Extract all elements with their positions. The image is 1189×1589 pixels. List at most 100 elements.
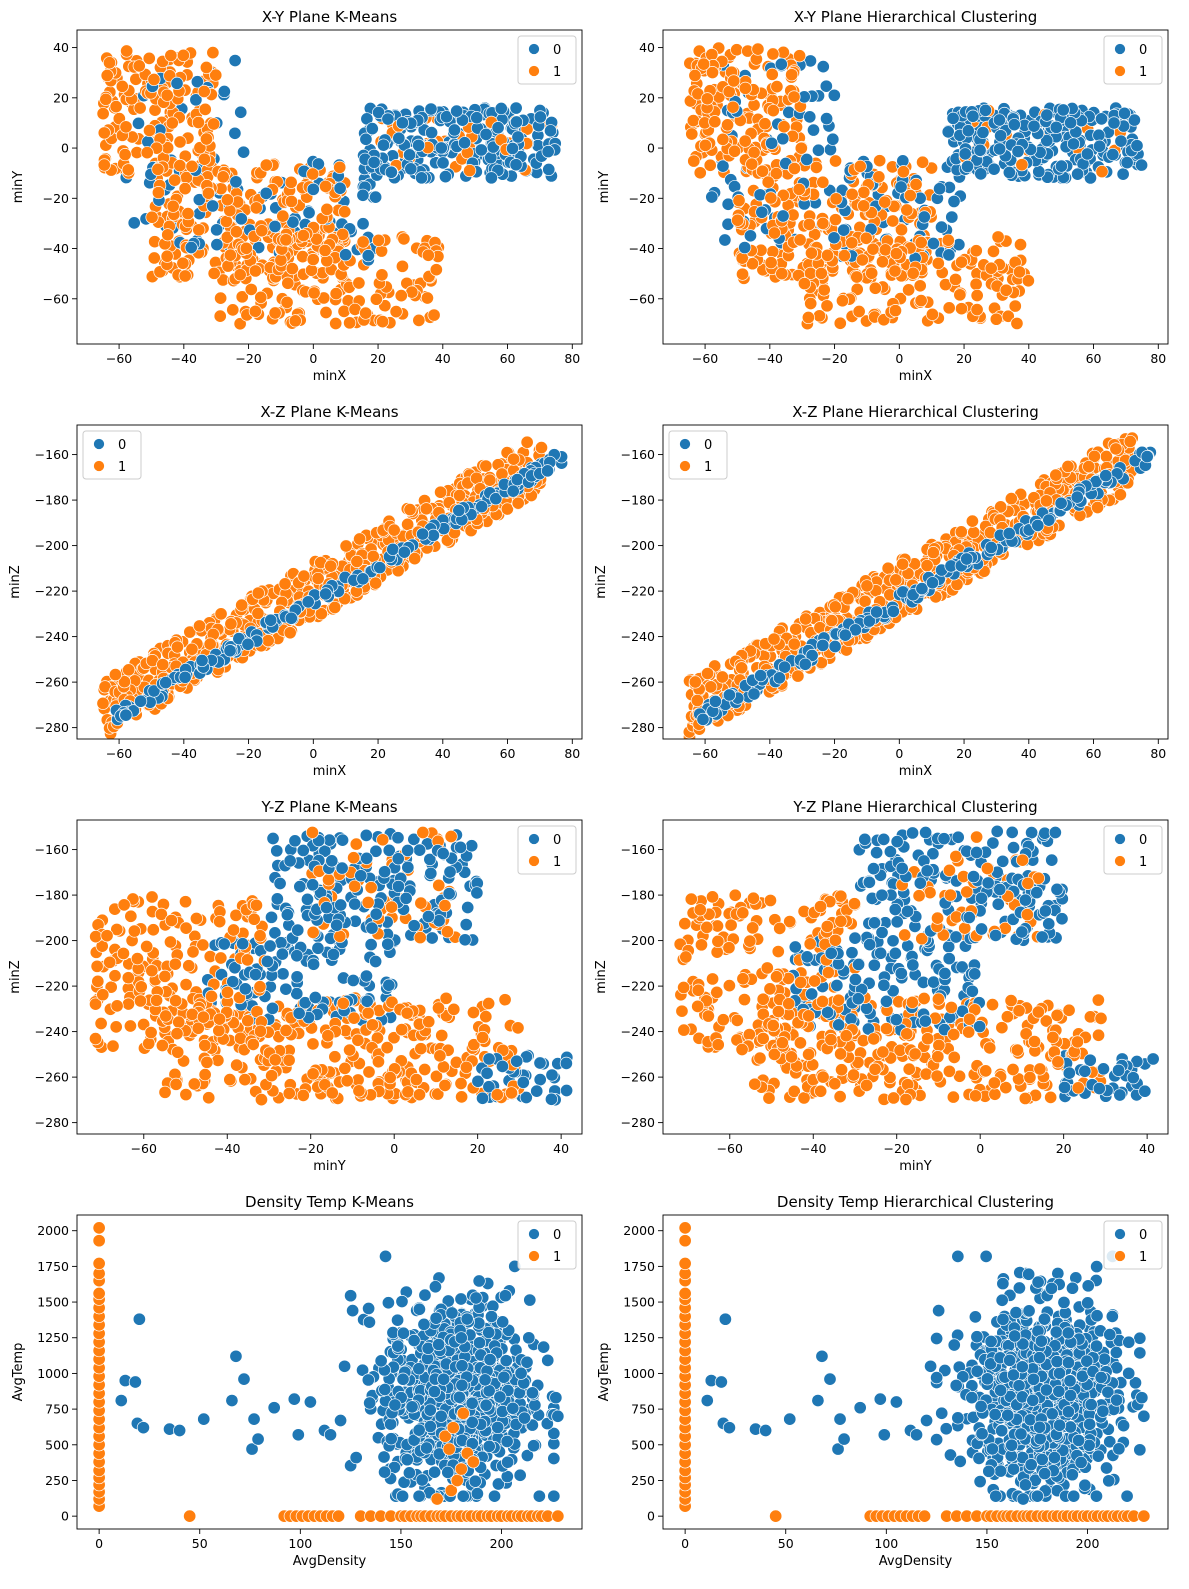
axes-frame: [76, 29, 583, 345]
data-point-series-1: [687, 154, 701, 168]
data-point-series-1: [785, 68, 799, 82]
data-point-series-0: [1031, 518, 1045, 532]
data-point-series-1: [794, 141, 808, 155]
data-point-series-0: [533, 110, 547, 124]
data-point-series-1: [117, 675, 131, 689]
data-point-series-0: [266, 831, 280, 846]
data-point-series-1: [380, 1041, 394, 1055]
x-tick-label: −60: [131, 1141, 157, 1156]
data-point-series-1: [119, 120, 133, 134]
data-point-series-0: [274, 936, 288, 950]
y-tick-label: −60: [43, 291, 69, 306]
data-point-series-1: [920, 559, 934, 573]
data-point-series-1: [227, 923, 241, 937]
data-point-series-0: [1106, 147, 1120, 162]
data-point-series-0: [837, 223, 851, 237]
legend-label-1: 1: [553, 855, 561, 870]
data-point-series-1: [376, 833, 390, 847]
data-point-series-1: [770, 80, 784, 94]
legend-box: [82, 430, 142, 480]
data-point-series-1: [185, 159, 199, 173]
data-point-series-0: [819, 79, 833, 93]
data-point-series-0: [273, 876, 287, 891]
legend-box: [517, 35, 577, 85]
data-point-series-0: [858, 832, 872, 846]
data-point-series-0: [716, 159, 730, 173]
data-point-series-0: [482, 1052, 496, 1066]
data-point-series-1: [690, 693, 704, 708]
data-point-series-0: [993, 142, 1007, 156]
data-point-series-1: [691, 983, 705, 997]
data-point-series-1: [233, 317, 247, 331]
data-point-series-1: [328, 1050, 342, 1064]
data-point-series-1: [722, 979, 736, 993]
data-point-series-0: [447, 123, 462, 137]
legend-box: [1103, 35, 1163, 85]
data-point-series-1: [686, 114, 700, 128]
data-point-series-0: [511, 130, 525, 144]
data-point-series-0: [403, 148, 417, 162]
data-point-series-0: [270, 844, 284, 858]
data-point-series-1: [454, 1076, 468, 1091]
data-point-series-1: [1039, 494, 1053, 508]
data-point-series-1: [1039, 1014, 1053, 1028]
data-point-series-1: [201, 186, 216, 200]
data-point-series-0: [170, 76, 184, 90]
data-point-series-1: [1012, 265, 1027, 279]
data-point-series-0: [237, 145, 251, 159]
data-point-series-1: [433, 1049, 447, 1063]
data-point-series-1: [121, 997, 136, 1011]
data-point-series-1: [479, 1010, 493, 1024]
data-point-series-1: [1015, 158, 1029, 172]
chart-title: Y-Z Plane K-Means: [260, 798, 397, 816]
data-point-series-0: [1011, 144, 1025, 158]
data-point-series-1: [511, 1021, 525, 1035]
legend: 01: [517, 825, 577, 875]
data-point-series-0: [359, 828, 373, 842]
data-point-series-1: [986, 244, 1001, 258]
data-point-series-1: [349, 837, 363, 851]
data-point-series-1: [732, 194, 746, 208]
axes-frame: [662, 424, 1169, 740]
data-point-series-1: [765, 67, 779, 81]
data-point-series-1: [409, 1073, 423, 1087]
data-point-series-1: [239, 241, 253, 255]
y-tick-label: 40: [639, 40, 655, 55]
data-point-series-1: [941, 233, 955, 247]
data-point-series-1: [999, 1081, 1013, 1095]
x-tick-label: 80: [1150, 351, 1166, 366]
data-point-series-1: [297, 569, 311, 583]
y-axis-label: minZ: [594, 565, 609, 599]
legend-marker-0: [1114, 43, 1126, 55]
data-point-series-1: [166, 199, 180, 213]
legend-label-0: 0: [553, 43, 561, 58]
x-tick-label: 40: [435, 351, 451, 366]
data-point-series-0: [395, 116, 410, 130]
data-point-series-0: [436, 846, 450, 861]
data-point-series-1: [857, 185, 871, 199]
data-point-series-0: [828, 639, 842, 654]
data-point-series-1: [176, 48, 190, 62]
data-point-series-0: [382, 978, 396, 992]
data-point-series-1: [284, 194, 299, 208]
x-tick-label: 40: [553, 1141, 569, 1156]
data-point-series-1: [198, 1038, 212, 1053]
data-point-series-1: [351, 1073, 365, 1087]
data-point-series-0: [236, 937, 250, 951]
data-point-series-0: [1070, 490, 1084, 504]
legend-label-1: 1: [704, 460, 712, 475]
y-tick-label: −20: [629, 191, 655, 206]
data-point-series-0: [1099, 469, 1113, 483]
data-point-series-0: [268, 926, 282, 940]
data-point-series-1: [198, 1068, 212, 1082]
data-point-series-1: [247, 912, 261, 926]
data-point-series-0: [774, 57, 788, 71]
data-point-series-1: [820, 248, 835, 262]
data-point-series-0: [926, 236, 940, 251]
data-point-series-1: [169, 1077, 183, 1091]
data-point-series-1: [89, 930, 103, 944]
data-point-series-0: [718, 233, 732, 247]
data-point-series-0: [450, 104, 464, 118]
data-point-series-1: [365, 1018, 380, 1032]
